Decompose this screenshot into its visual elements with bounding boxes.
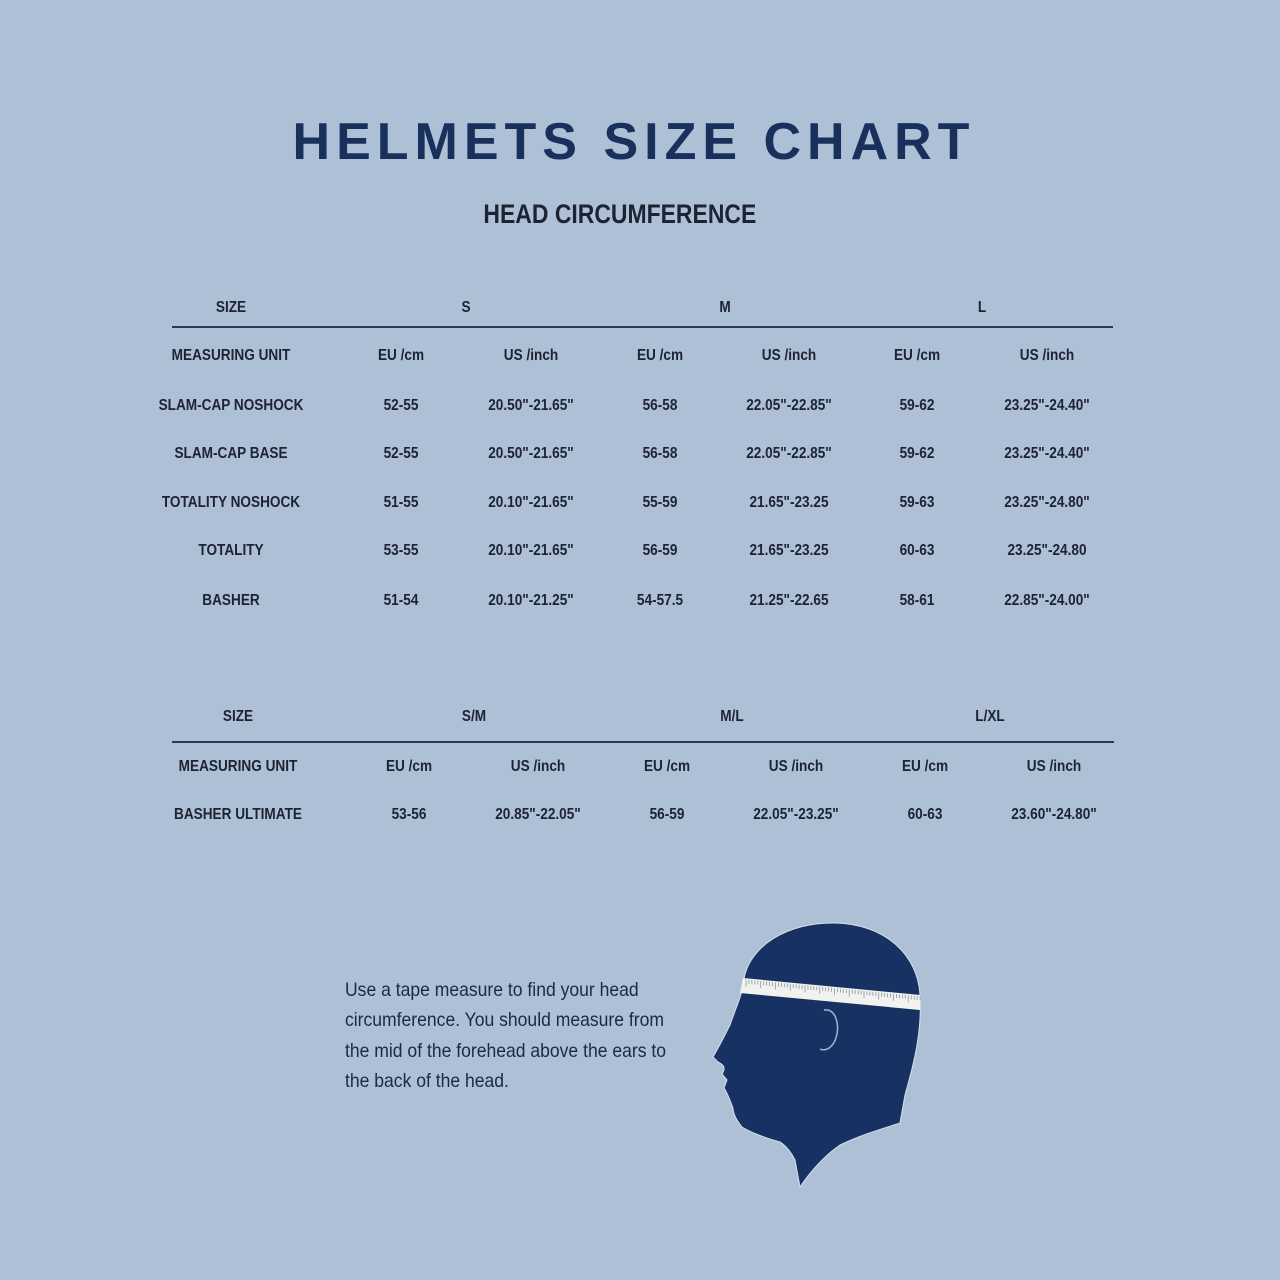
page-subtitle: HEAD CIRCUMFERENCE <box>483 199 757 229</box>
size-value: 20.85"-22.05" <box>495 806 581 823</box>
size-column-header: M <box>718 299 731 316</box>
size-value: 22.05"-22.85" <box>746 397 832 414</box>
size-value: 20.10"-21.65" <box>488 542 574 559</box>
size-value: 53-56 <box>391 806 427 823</box>
size-value: 53-55 <box>383 542 419 559</box>
size-value: 59-62 <box>899 397 935 414</box>
size-value: 23.60"-24.80" <box>1011 806 1097 823</box>
size-value: 58-61 <box>899 592 935 609</box>
size-header: SIZE <box>215 299 247 316</box>
helmet-model-name: TOTALITY <box>198 542 264 559</box>
unit-header: EU /cm <box>636 347 684 364</box>
header-divider <box>172 741 1114 743</box>
measuring-unit-label: MEASURING UNIT <box>171 347 291 364</box>
size-value: 21.65"-23.25 <box>749 494 829 511</box>
size-column-header: L <box>977 299 987 316</box>
size-value: 22.05"-22.85" <box>746 445 832 462</box>
unit-header: EU /cm <box>893 347 941 364</box>
size-value: 22.05"-23.25" <box>753 806 839 823</box>
measuring-unit-label: MEASURING UNIT <box>178 758 298 775</box>
size-value: 52-55 <box>383 445 419 462</box>
size-value: 60-63 <box>899 542 935 559</box>
unit-header: US /inch <box>768 758 824 775</box>
unit-header: US /inch <box>761 347 817 364</box>
unit-header: EU /cm <box>377 347 425 364</box>
size-column-header: M/L <box>719 708 744 725</box>
size-value: 52-55 <box>383 397 419 414</box>
page-title: HELMETS SIZE CHART <box>292 113 976 171</box>
size-value: 20.50"-21.65" <box>488 397 574 414</box>
header-divider <box>172 326 1113 328</box>
size-value: 23.25"-24.80 <box>1007 542 1087 559</box>
size-value: 20.50"-21.65" <box>488 445 574 462</box>
size-value: 51-54 <box>383 592 419 609</box>
unit-header: US /inch <box>503 347 559 364</box>
size-value: 23.25"-24.40" <box>1004 397 1090 414</box>
size-value: 23.25"-24.80" <box>1004 494 1090 511</box>
size-value: 59-62 <box>899 445 935 462</box>
unit-header: EU /cm <box>643 758 691 775</box>
size-column-header: S <box>461 299 471 316</box>
head-silhouette <box>712 922 921 1189</box>
helmet-model-name: SLAM-CAP BASE <box>174 445 288 462</box>
size-value: 54-57.5 <box>636 592 684 609</box>
helmet-model-name: BASHER ULTIMATE <box>174 806 302 823</box>
head-measure-icon <box>712 922 921 1189</box>
size-value: 56-58 <box>642 397 678 414</box>
size-value: 23.25"-24.40" <box>1004 445 1090 462</box>
helmet-model-name: SLAM-CAP NOSHOCK <box>158 397 304 414</box>
size-value: 56-59 <box>642 542 678 559</box>
ear <box>819 1009 839 1051</box>
measuring-instructions: Use a tape measure to find your head cir… <box>345 979 666 1092</box>
size-column-header: L/XL <box>974 708 1005 725</box>
unit-header: EU /cm <box>385 758 433 775</box>
helmet-model-name: BASHER <box>202 592 260 609</box>
unit-header: US /inch <box>510 758 566 775</box>
size-header: SIZE <box>222 708 254 725</box>
size-value: 56-58 <box>642 445 678 462</box>
size-value: 59-63 <box>899 494 935 511</box>
size-value: 56-59 <box>649 806 685 823</box>
size-value: 22.85"-24.00" <box>1004 592 1090 609</box>
unit-header: US /inch <box>1019 347 1075 364</box>
size-value: 55-59 <box>642 494 678 511</box>
size-value: 21.65"-23.25 <box>749 542 829 559</box>
size-value: 60-63 <box>907 806 943 823</box>
unit-header: EU /cm <box>901 758 949 775</box>
size-value: 51-55 <box>383 494 419 511</box>
size-value: 20.10"-21.25" <box>488 592 574 609</box>
size-value: 20.10"-21.65" <box>488 494 574 511</box>
unit-header: US /inch <box>1026 758 1082 775</box>
helmet-model-name: TOTALITY NOSHOCK <box>161 494 301 511</box>
size-value: 21.25"-22.65 <box>749 592 829 609</box>
tape-measure <box>740 978 920 1010</box>
size-column-header: S/M <box>461 708 486 725</box>
